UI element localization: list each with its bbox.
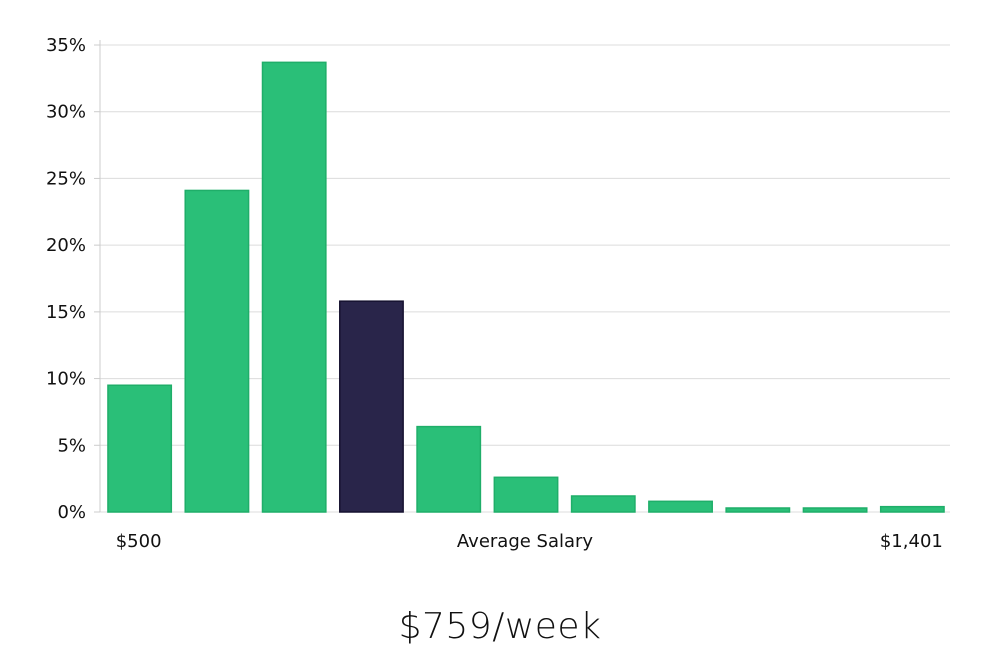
x-label-max: $1,401 [880,531,943,552]
y-tick-label-35: 35% [46,35,86,56]
bar-2 [184,189,250,513]
average-salary-headline: $759/week [398,606,602,647]
y-tick-label-5: 5% [57,435,86,456]
y-tick-label-0: 0% [57,502,86,523]
bar-8 [648,500,713,513]
bars [107,61,945,513]
y-tick-label-25: 25% [46,168,86,189]
y-tick-label-30: 30% [46,102,86,123]
y-tick-label-15: 15% [46,302,86,323]
x-axis-title: Average Salary [457,531,594,552]
bar-7 [570,495,636,513]
bar-5 [416,425,482,513]
bar-10 [802,507,868,513]
bar-11 [879,505,945,513]
x-label-min: $500 [116,531,162,552]
bar-3 [261,61,327,513]
bar-6 [493,476,559,513]
bar-9 [725,507,791,513]
salary-histogram: 0% 5% 10% 15% 20% 25% 30% 35% $500 Average Sala… [46,35,950,552]
y-tick-label-10: 10% [46,369,86,390]
y-axis-ticks: 0% 5% 10% 15% 20% 25% 30% 35% [46,35,100,523]
bar-1 [107,384,173,513]
y-tick-label-20: 20% [46,235,86,256]
bar-highlighted-4 [339,300,404,513]
